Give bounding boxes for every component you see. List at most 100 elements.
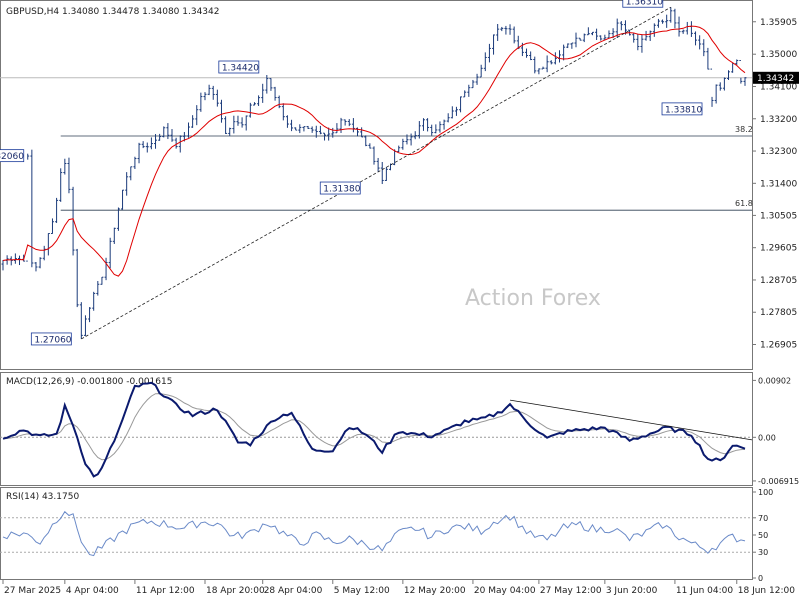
candle bbox=[228, 127, 232, 136]
candle bbox=[244, 115, 248, 131]
candle bbox=[306, 125, 310, 129]
price-overlays: 1.32060 1.27060 1.34420 1.31380 1.36310 1.338… bbox=[0, 0, 746, 345]
candle bbox=[224, 116, 228, 134]
candle bbox=[549, 60, 553, 65]
candle bbox=[83, 315, 87, 336]
candle bbox=[166, 123, 170, 140]
candle bbox=[63, 158, 67, 175]
candle bbox=[590, 31, 594, 36]
y-tick-label: 1.27805 bbox=[760, 308, 797, 318]
rsi-line bbox=[2, 510, 746, 557]
candle bbox=[100, 276, 104, 285]
candle bbox=[545, 55, 549, 73]
candle bbox=[294, 127, 298, 131]
candle bbox=[656, 18, 660, 28]
candle bbox=[673, 8, 677, 29]
candle bbox=[492, 34, 496, 55]
candle bbox=[640, 34, 644, 53]
macd-panel-frame bbox=[0, 372, 753, 486]
x-tick-label: 11 Apr 12:00 bbox=[136, 586, 195, 596]
candle bbox=[739, 60, 743, 84]
candle bbox=[714, 84, 718, 104]
candle bbox=[347, 119, 351, 127]
candle bbox=[417, 121, 421, 139]
candle bbox=[17, 255, 21, 266]
price-level-label: 1.34420 bbox=[218, 60, 259, 74]
candle bbox=[648, 30, 652, 42]
x-tick-label: 11 Jun 04:00 bbox=[676, 586, 733, 596]
fib-level-label: 38.2 bbox=[735, 125, 753, 134]
x-tick-label: 18 Jun 12:00 bbox=[738, 586, 795, 596]
candle bbox=[195, 105, 199, 126]
candle bbox=[661, 19, 665, 24]
macd-signal-line bbox=[2, 393, 746, 461]
candle bbox=[496, 23, 500, 41]
candle bbox=[459, 96, 463, 113]
candle bbox=[248, 102, 252, 118]
candle bbox=[335, 123, 339, 134]
candle bbox=[475, 73, 479, 85]
candle bbox=[632, 32, 636, 43]
candle bbox=[467, 84, 471, 97]
candle bbox=[360, 127, 364, 138]
candle bbox=[265, 75, 269, 94]
candle bbox=[50, 218, 54, 234]
candle bbox=[154, 134, 158, 149]
candle bbox=[669, 7, 673, 23]
candle bbox=[636, 34, 640, 51]
candle bbox=[603, 34, 607, 40]
candle bbox=[298, 124, 302, 134]
candle bbox=[71, 186, 75, 256]
last-price-label: 1.34342 bbox=[757, 74, 794, 84]
candle bbox=[121, 189, 125, 210]
candle bbox=[30, 149, 34, 268]
macd-plot: 0.00902 0.00 -0.006915 bbox=[0, 376, 799, 486]
rsi-y-tick-label: 70 bbox=[758, 514, 768, 523]
candle bbox=[681, 29, 685, 34]
x-tick-label: 27 May 12:00 bbox=[540, 586, 602, 596]
candle bbox=[566, 43, 570, 49]
candle bbox=[281, 103, 285, 121]
candle bbox=[141, 141, 145, 149]
candle bbox=[487, 43, 491, 63]
candle bbox=[644, 30, 648, 41]
candle bbox=[236, 115, 240, 126]
candle bbox=[562, 44, 566, 61]
candle bbox=[607, 30, 611, 39]
svg-text:1.31380: 1.31380 bbox=[323, 185, 360, 195]
candle bbox=[46, 232, 50, 256]
candle bbox=[327, 127, 331, 141]
x-tick-label: 12 May 20:00 bbox=[404, 586, 466, 596]
candle bbox=[339, 117, 343, 133]
y-tick-label: 1.33200 bbox=[760, 115, 797, 125]
x-tick-label: 28 Apr 04:00 bbox=[264, 586, 323, 596]
candle bbox=[104, 257, 108, 281]
candle bbox=[384, 167, 388, 181]
candle bbox=[207, 84, 211, 96]
macd-trendline bbox=[509, 399, 753, 441]
rsi-plot: 100 70 50 30 0 bbox=[0, 488, 773, 583]
candle bbox=[9, 256, 13, 266]
candle bbox=[261, 83, 265, 103]
candle bbox=[215, 89, 219, 107]
candle bbox=[108, 237, 112, 269]
candle bbox=[504, 25, 508, 35]
candle bbox=[364, 135, 368, 147]
candle bbox=[397, 145, 401, 153]
candle bbox=[59, 168, 63, 202]
candle bbox=[187, 122, 190, 138]
svg-text:1.34420: 1.34420 bbox=[222, 64, 259, 74]
candle bbox=[595, 28, 599, 41]
candle bbox=[199, 92, 203, 112]
candle bbox=[145, 142, 149, 153]
last-price-badge bbox=[753, 71, 799, 84]
candle bbox=[219, 99, 223, 123]
candle bbox=[438, 121, 442, 133]
svg-text:1.27060: 1.27060 bbox=[34, 335, 71, 345]
candle bbox=[718, 82, 722, 91]
price-reference-lines: 38.2 61.8 bbox=[0, 77, 753, 211]
x-tick-label: 4 Apr 04:00 bbox=[66, 586, 119, 596]
rsi-y-tick-label: 50 bbox=[758, 531, 768, 540]
candle bbox=[599, 35, 603, 41]
y-tick-label: 1.29605 bbox=[760, 244, 797, 254]
